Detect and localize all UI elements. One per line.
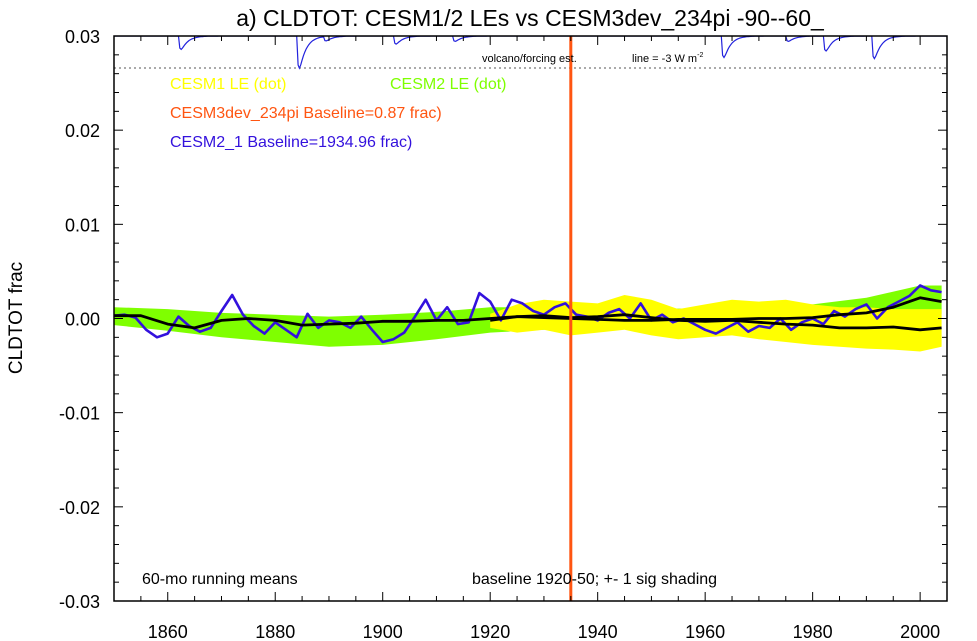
x-tick-label: 1900	[363, 622, 403, 641]
y-tick-label: 0.01	[65, 215, 100, 235]
legend-cesm2: CESM2 LE (dot)	[390, 76, 506, 93]
y-tick-label: -0.01	[59, 404, 100, 424]
legend-cesm3: CESM3dev_234pi Baseline=0.87 frac)	[170, 105, 442, 122]
x-tick-label: 1920	[470, 622, 510, 641]
y-tick-label: 0.03	[65, 27, 100, 47]
cesm1-le-shading	[490, 295, 942, 352]
cesm2-1-line	[114, 284, 942, 344]
x-tick-label: 1940	[578, 622, 618, 641]
x-tick-label: 1980	[793, 622, 833, 641]
tick-labels: 1860 1880 1900 1920 1940 1960 1980 2000 -0.03 -0.…	[59, 27, 940, 641]
cesm1-le-mean-line	[490, 313, 942, 332]
x-tick-label: 2000	[900, 622, 940, 641]
volcano-line-label: line = -3 W m-2	[632, 52, 703, 65]
y-tick-label: -0.02	[59, 498, 100, 518]
volcano-label: volcano/forcing est.	[482, 53, 577, 65]
y-tick-label: 0.02	[65, 121, 100, 141]
x-tick-label: 1860	[148, 622, 188, 641]
baseline-note: baseline 1920-50; +- 1 sig shading	[472, 571, 717, 588]
y-tick-label: 0.00	[65, 310, 100, 330]
volcano-line-eq: line = -3 W m	[632, 53, 697, 65]
legend-cesm21: CESM2_1 Baseline=1934.96 frac)	[170, 134, 412, 151]
axes	[113, 35, 948, 602]
running-means-note: 60-mo running means	[142, 571, 298, 588]
x-tick-label: 1960	[685, 622, 725, 641]
legend-cesm1: CESM1 LE (dot)	[170, 76, 286, 93]
chart-title: a) CLDTOT: CESM1/2 LEs vs CESM3dev_234pi…	[236, 5, 825, 31]
x-tick-label: 1880	[255, 622, 295, 641]
volcano-line-sup: -2	[697, 52, 703, 59]
y-tick-label: -0.03	[59, 592, 100, 612]
y-axis-label: CLDTOT frac	[6, 262, 27, 374]
